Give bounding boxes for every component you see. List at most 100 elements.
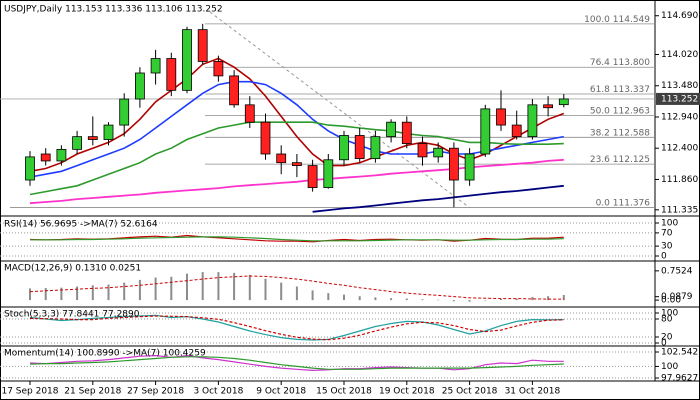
last-price-box [656,92,700,105]
candle-body [213,61,224,77]
histogram-bar [484,300,487,301]
candle-body [558,98,569,106]
histogram-bar [154,277,157,301]
y-tick-label: 100 [661,362,678,372]
candle-body [370,136,381,160]
histogram-bar [233,272,236,301]
histogram-bar [44,288,47,301]
candle-body [448,147,459,181]
fib-price: 112.963 [613,106,650,116]
x-tick-label: 3 Oct 2018 [193,387,243,397]
candle-body [464,153,475,181]
candle-body [134,72,145,100]
fib-ratio: 61.8 [590,85,610,95]
fib-label: 50.0 112.963 [590,106,650,116]
series-line [29,158,564,205]
candle-body [197,29,208,62]
y-tick-label: 0.00 [661,296,681,306]
histogram-bar [170,276,173,301]
histogram-bar [343,294,345,301]
histogram-bar [500,298,502,301]
candle-body [182,29,192,91]
histogram-bar [547,296,550,301]
fib-price: 112.588 [613,128,650,138]
histogram-bar [201,272,204,301]
fib-price: 114.549 [613,14,650,24]
y-tick-label: 0.0879 [661,292,693,302]
x-tick-label: 21 Sep 2018 [64,387,121,397]
y-tick-label: 0 [661,339,667,349]
last-price-label: 113.252 [661,94,698,104]
candle-body [323,159,334,188]
y-tick-label: 112.940 [661,112,698,122]
candle-body [229,75,240,106]
y-tick-label: 97.9627 [661,374,698,384]
histogram-bar [91,285,94,301]
fib-ratio: 0.0 [596,198,611,208]
y-tick-label: 111.860 [661,175,698,185]
candle-body [25,156,35,181]
histogram-bar [358,296,361,301]
candle-body [354,135,365,160]
candle-body [401,121,412,144]
series-line [29,356,564,370]
candle-body [260,121,271,155]
histogram-bar [437,299,440,301]
histogram-bar [186,273,188,301]
histogram-bar [248,274,251,301]
series-line [29,314,564,341]
x-tick-label: 19 Oct 2018 [379,387,435,397]
histogram-bar [311,290,314,301]
series-line [29,80,564,178]
panel-title: Momentum(14) 100.8990 ->MA(7) 100.4259 [4,349,206,359]
histogram-bar [29,288,31,301]
candle-body [496,108,506,126]
histogram-bar [421,299,424,301]
fib-ratio: 50.0 [590,106,610,116]
candle-body [386,121,397,138]
y-tick-label: 114.690 [661,11,698,21]
candle-body [150,58,161,74]
histogram-bar [374,297,377,301]
y-tick-label: 100 [661,219,678,229]
histogram-bar [390,298,393,301]
histogram-bar [138,279,141,301]
histogram-bar [405,298,408,301]
y-tick-label: 20 [661,333,673,343]
fib-ratio: 76.4 [590,58,610,68]
histogram-bar [295,286,298,301]
fib-price: 113.337 [613,85,650,95]
y-tick-label: 113.480 [661,81,698,91]
candle-body [56,148,67,162]
histogram-bar [60,287,63,301]
y-tick-label: 111.335 [661,205,698,215]
panel-title: RSI(14) 56.9695 ->MA(7) 52.6164 [4,220,158,230]
candle-body [291,162,302,166]
histogram-bar [468,300,471,302]
candle-body [72,136,82,150]
series-line [312,184,564,213]
series-line [29,57,565,173]
fib-label: 0.0 111.376 [596,198,651,208]
y-tick-label: 70 [661,228,673,238]
fib-label: 61.8 113.337 [590,85,650,95]
histogram-bar [515,298,518,301]
histogram-bar [217,272,220,301]
fib-price: 112.125 [613,155,650,165]
histogram-bar [107,284,110,301]
histogram-bar [452,300,455,302]
fib-ratio: 38.2 [590,128,610,138]
candle-body [103,124,114,140]
x-tick-label: 31 Oct 2018 [505,387,561,397]
histogram-bar [76,286,79,301]
fib-price: 113.800 [613,58,650,68]
candle-body [40,153,51,162]
candle-body [511,124,522,138]
x-tick-label: 17 Sep 2018 [1,387,58,397]
candle-body [166,58,177,91]
y-tick-label: 80 [661,315,673,325]
candle-body [119,98,130,126]
candle-body [417,143,428,158]
histogram-bar [123,282,126,301]
y-tick-label: 102.542 [661,348,698,358]
